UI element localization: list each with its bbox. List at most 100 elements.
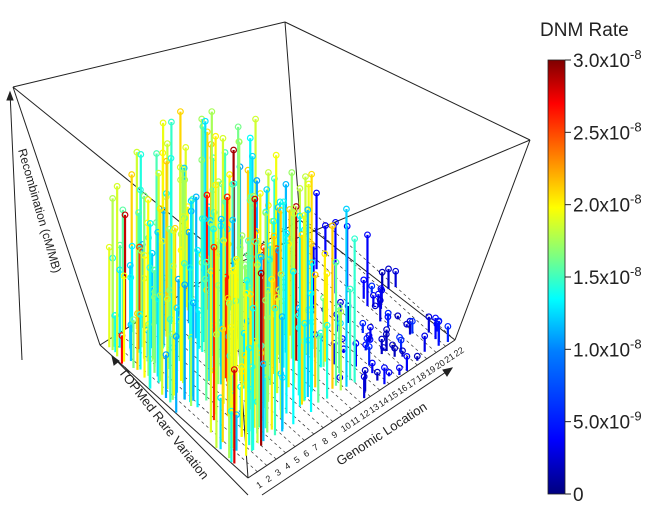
stem-marker [314,332,322,339]
data-stem [332,258,340,386]
data-stem [192,193,200,339]
stem-marker [246,134,254,142]
stem-marker [220,236,228,244]
stem-marker [352,340,360,347]
stem-marker [381,364,388,372]
colorbar-tick-label: 1.5x10-8 [573,264,642,289]
z-axis-arrow [9,91,23,361]
x-tick-label: 5 [292,454,302,465]
stem-marker [254,261,261,269]
stem-marker [217,215,225,223]
data-stem [311,271,319,388]
stem-marker [210,243,218,251]
stem-marker [187,197,195,205]
x-tick-label: 17 [405,376,419,390]
stem-marker [156,205,164,213]
stem-marker [378,335,386,343]
stem-marker [170,227,178,235]
stem-marker [141,252,148,259]
stem-marker [229,216,237,224]
stem-marker [242,289,250,297]
stem-marker [219,134,227,142]
data-stems [105,108,452,464]
stem-marker [257,253,265,261]
stem-marker [343,205,350,213]
data-stem [307,289,315,413]
data-stem [373,368,381,381]
x-tick-label: 16 [395,383,409,397]
data-stem [444,322,452,342]
stem-marker [251,195,259,203]
x-tick-label: 13 [367,401,381,415]
data-stem [376,296,384,322]
data-stem [352,340,360,367]
data-stem [238,232,246,383]
stem-marker [163,140,171,148]
data-stem [360,373,368,399]
stem-marker [180,259,188,267]
data-stem [163,295,171,390]
stem-marker [302,173,309,181]
stem-marker [172,333,180,340]
data-stem [283,229,290,414]
stem-marker [304,206,312,214]
stem-marker [210,209,218,216]
stem-marker [373,368,381,376]
stem-marker [186,264,194,272]
stem-marker [225,299,233,307]
data-stem [252,238,260,405]
stem-marker [113,182,121,190]
data-stem [268,275,276,430]
data-stem [421,332,429,352]
floor-grid-line [297,213,446,347]
stem-marker [377,285,385,293]
data-stem [359,319,367,333]
stem-marker [137,151,145,158]
x-tick-label: 11 [348,414,361,427]
stem-marker [219,325,227,333]
stem-marker [238,232,246,240]
data-stem [366,323,374,342]
colorbar-tick-label: 2.5x10-8 [573,119,642,144]
data-stem [271,304,279,436]
stem-marker [360,373,368,381]
data-stem [189,299,197,401]
stem-marker [163,295,171,303]
data-stem [254,261,261,444]
stem-marker [365,332,373,340]
stem-marker [280,198,287,206]
stem-marker [162,351,170,359]
stem-marker [212,132,220,140]
stem-marker [394,312,402,320]
data-stem [158,237,166,395]
stem-marker [421,332,429,340]
stem-marker [181,176,189,184]
x-axis-arrowhead [442,367,454,377]
stem-marker [198,156,206,164]
colorbar-tick-label: 2.0x10-8 [573,192,642,217]
stem-marker [392,267,400,275]
stem-marker [290,205,298,213]
data-stem [212,181,219,356]
stem-marker [229,180,236,188]
x-tick-label: 2 [264,473,274,484]
data-stem [304,206,312,397]
data-stem [391,344,399,357]
stem-marker [323,321,331,329]
data-stem [245,344,253,446]
colorbar-tick-label: 1.0x10-8 [573,336,642,361]
stem-marker [399,347,406,355]
x-tick-label: 1 [254,479,264,490]
stem-marker [403,352,411,360]
data-stem [343,205,350,387]
stem-marker [179,165,187,173]
stem-marker [359,319,367,327]
stem-marker [136,243,143,251]
stem-marker [368,359,376,367]
stem-marker [250,202,257,210]
data-stem [278,313,286,432]
box-edge [284,21,531,141]
data-stem [170,227,178,396]
data-stem [288,169,296,359]
